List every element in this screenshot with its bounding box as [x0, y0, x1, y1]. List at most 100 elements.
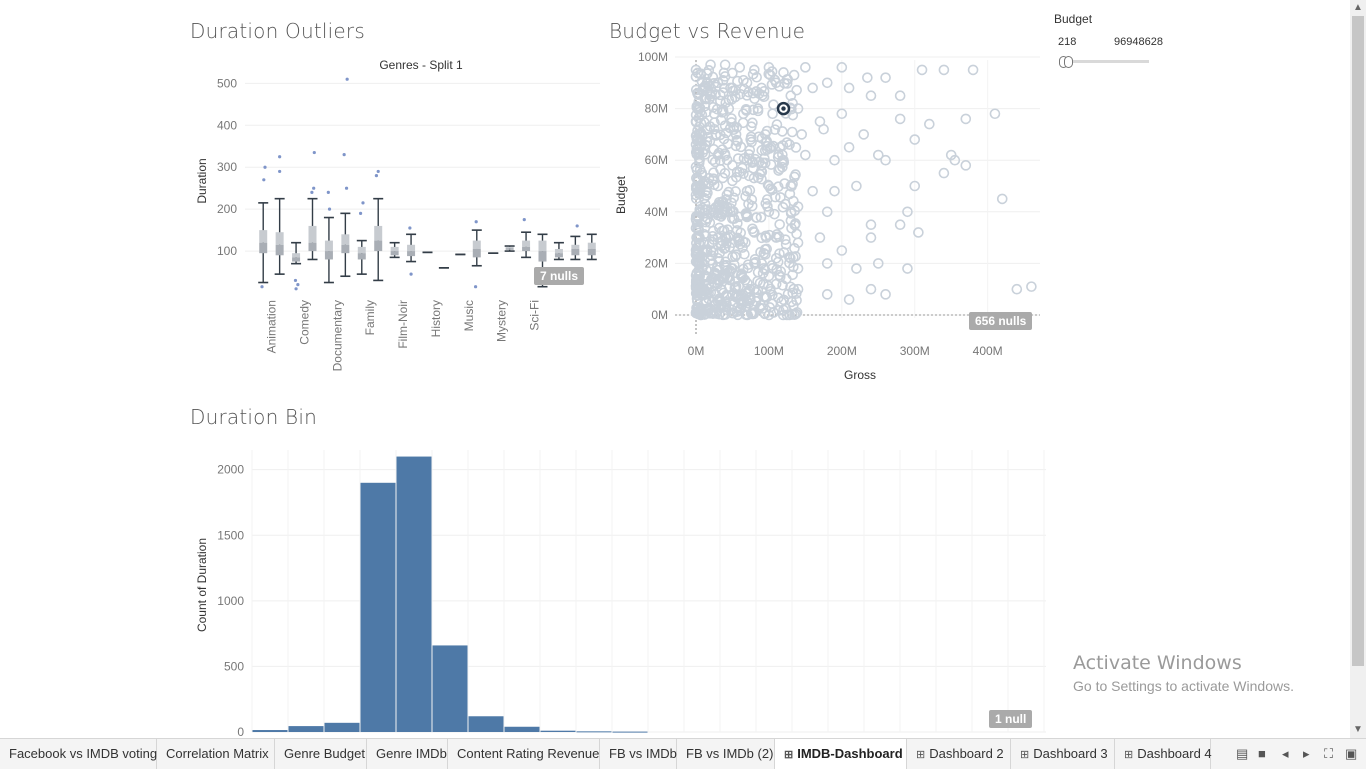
scatter-point: [765, 286, 776, 297]
present-icon[interactable]: ▣: [1345, 746, 1358, 761]
histogram-bar[interactable]: [360, 482, 396, 732]
panel-title-duration-bin: Duration Bin: [190, 405, 317, 429]
scatter-point: [737, 236, 749, 247]
vertical-scrollbar[interactable]: ▲ ▼: [1350, 0, 1366, 738]
scatter-point: [730, 129, 742, 140]
prev-icon[interactable]: ◂: [1282, 746, 1289, 761]
scatter-point: [707, 258, 718, 269]
duration-outliers-chart[interactable]: Genres - Split 1 Duration 100 200 300 400 50…: [190, 55, 610, 385]
sheet-tab-fb-vs-imdb-2[interactable]: FB vs IMDb (2): [677, 739, 775, 769]
grid-view-icon[interactable]: ▤: [1236, 746, 1249, 761]
scatter-point: [865, 283, 877, 295]
scatter-point: [784, 139, 795, 150]
scatter-point: [902, 206, 913, 218]
scatter-point: [780, 302, 792, 314]
sheet-tab-genre-budget[interactable]: Genre Budget: [275, 739, 367, 769]
scrollbar-thumb[interactable]: [1352, 16, 1364, 666]
scatter-point: [989, 108, 1001, 120]
box-whisker-18[interactable]: [553, 241, 564, 261]
box-whisker-6[interactable]: [356, 201, 367, 275]
scatter-point: [692, 247, 703, 259]
box-upper: [308, 225, 317, 243]
histogram-bar[interactable]: [468, 716, 504, 732]
scatter-point: [716, 209, 728, 220]
fullscreen-icon[interactable]: ⛶: [1324, 746, 1334, 761]
box-lower: [275, 244, 284, 256]
scatter-point: [792, 201, 804, 212]
box-whisker-20[interactable]: [586, 233, 597, 261]
x-tick-label: Mystery: [495, 300, 509, 342]
scatter-point: [789, 171, 800, 183]
sheet-tab-correlation-matrix[interactable]: Correlation Matrix: [157, 739, 275, 769]
scatter-point: [821, 289, 833, 300]
scatter-point: [722, 206, 733, 217]
histogram-bar[interactable]: [288, 726, 324, 732]
scatter-point: [706, 281, 717, 292]
box-whisker-8[interactable]: [389, 241, 400, 259]
box-whisker-13[interactable]: [471, 220, 482, 289]
nulls-badge[interactable]: 1 null: [989, 710, 1033, 728]
box-whisker-2[interactable]: [291, 241, 302, 291]
histogram-bar[interactable]: [612, 731, 648, 733]
sheet-tab-label: FB vs IMDb (2): [686, 746, 774, 761]
scatter-point: [960, 160, 972, 171]
scatter-point: [773, 165, 784, 176]
duration-bin-chart[interactable]: Count of Duration 0 500 1000 1500 2000: [190, 440, 1050, 738]
histogram-bar[interactable]: [504, 726, 540, 732]
box-whisker-15[interactable]: [504, 245, 515, 252]
histogram-bar[interactable]: [540, 730, 576, 732]
x-tick-label: 100M: [754, 344, 784, 358]
histogram-bar[interactable]: [252, 730, 288, 732]
scatter-point: [791, 228, 802, 240]
slider-max-handle[interactable]: [1064, 56, 1073, 68]
sheet-tab-content-rating-revenue[interactable]: Content Rating Revenue: [448, 739, 600, 769]
scatter-point: [759, 244, 771, 255]
scatter-point: [695, 288, 706, 300]
box-whisker-16[interactable]: [521, 218, 532, 259]
scatter-point: [713, 274, 724, 286]
scatter-point: [777, 201, 789, 213]
scroll-up-icon[interactable]: ▲: [1353, 2, 1363, 13]
sheet-tab-dashboard-2[interactable]: ⊞ Dashboard 2: [907, 739, 1011, 769]
scatter-point: [727, 289, 738, 300]
histogram-bar[interactable]: [324, 722, 360, 732]
scatter-point: [737, 272, 749, 284]
sheet-tab-fb-vs-imdb[interactable]: FB vs IMDb: [600, 739, 677, 769]
histogram-bar[interactable]: [432, 645, 468, 732]
filmstrip-icon[interactable]: ■: [1258, 746, 1266, 761]
scatter-point: [743, 149, 755, 160]
sheet-tab-imdb-dashboard[interactable]: ⊞ IMDB-Dashboard: [775, 739, 907, 769]
box-whisker-1[interactable]: [274, 155, 285, 275]
scatter-point: [720, 97, 732, 109]
scatter-point: [752, 103, 764, 114]
box-whisker-0[interactable]: [258, 165, 269, 289]
scatter-point: [800, 62, 811, 73]
histogram-bar[interactable]: [576, 731, 612, 733]
scatter-point: [694, 258, 705, 269]
histogram-bar[interactable]: [396, 456, 432, 732]
scatter-point: [694, 283, 705, 295]
box-whisker-5[interactable]: [340, 77, 351, 278]
sheet-tab-facebook-vs-imdb-voting[interactable]: Facebook vs IMDB voting: [0, 739, 157, 769]
filter-min-value[interactable]: 218: [1058, 36, 1077, 48]
sheet-tab-dashboard-4[interactable]: ⊞ Dashboard 4: [1115, 739, 1212, 769]
box-whisker-3[interactable]: [307, 150, 318, 261]
next-icon[interactable]: ▸: [1303, 746, 1310, 761]
scatter-point: [732, 136, 743, 147]
nulls-badge[interactable]: 7 nulls: [534, 267, 585, 285]
box-whisker-4[interactable]: [323, 190, 334, 284]
filter-max-value[interactable]: 96948628: [1114, 36, 1163, 48]
budget-vs-revenue-chart[interactable]: Budget Gross 0M 20M 40M 60M 80M 100M 0M 100M 200…: [610, 50, 1050, 390]
scatter-point: [714, 222, 725, 234]
box-whisker-19[interactable]: [570, 224, 581, 261]
scatter-point: [880, 289, 891, 300]
budget-filter[interactable]: Budget 218 96948628: [1054, 12, 1164, 68]
nulls-badge[interactable]: 656 nulls: [969, 312, 1033, 330]
sheet-tab-dashboard-3[interactable]: ⊞ Dashboard 3: [1011, 739, 1115, 769]
box-whisker-9[interactable]: [406, 226, 417, 276]
scroll-down-icon[interactable]: ▼: [1353, 724, 1363, 735]
slider-track[interactable]: [1060, 60, 1149, 63]
sheet-tab-genre-imdb[interactable]: Genre IMDb: [367, 739, 448, 769]
box-upper: [390, 246, 399, 252]
box-whisker-7[interactable]: [373, 169, 384, 282]
